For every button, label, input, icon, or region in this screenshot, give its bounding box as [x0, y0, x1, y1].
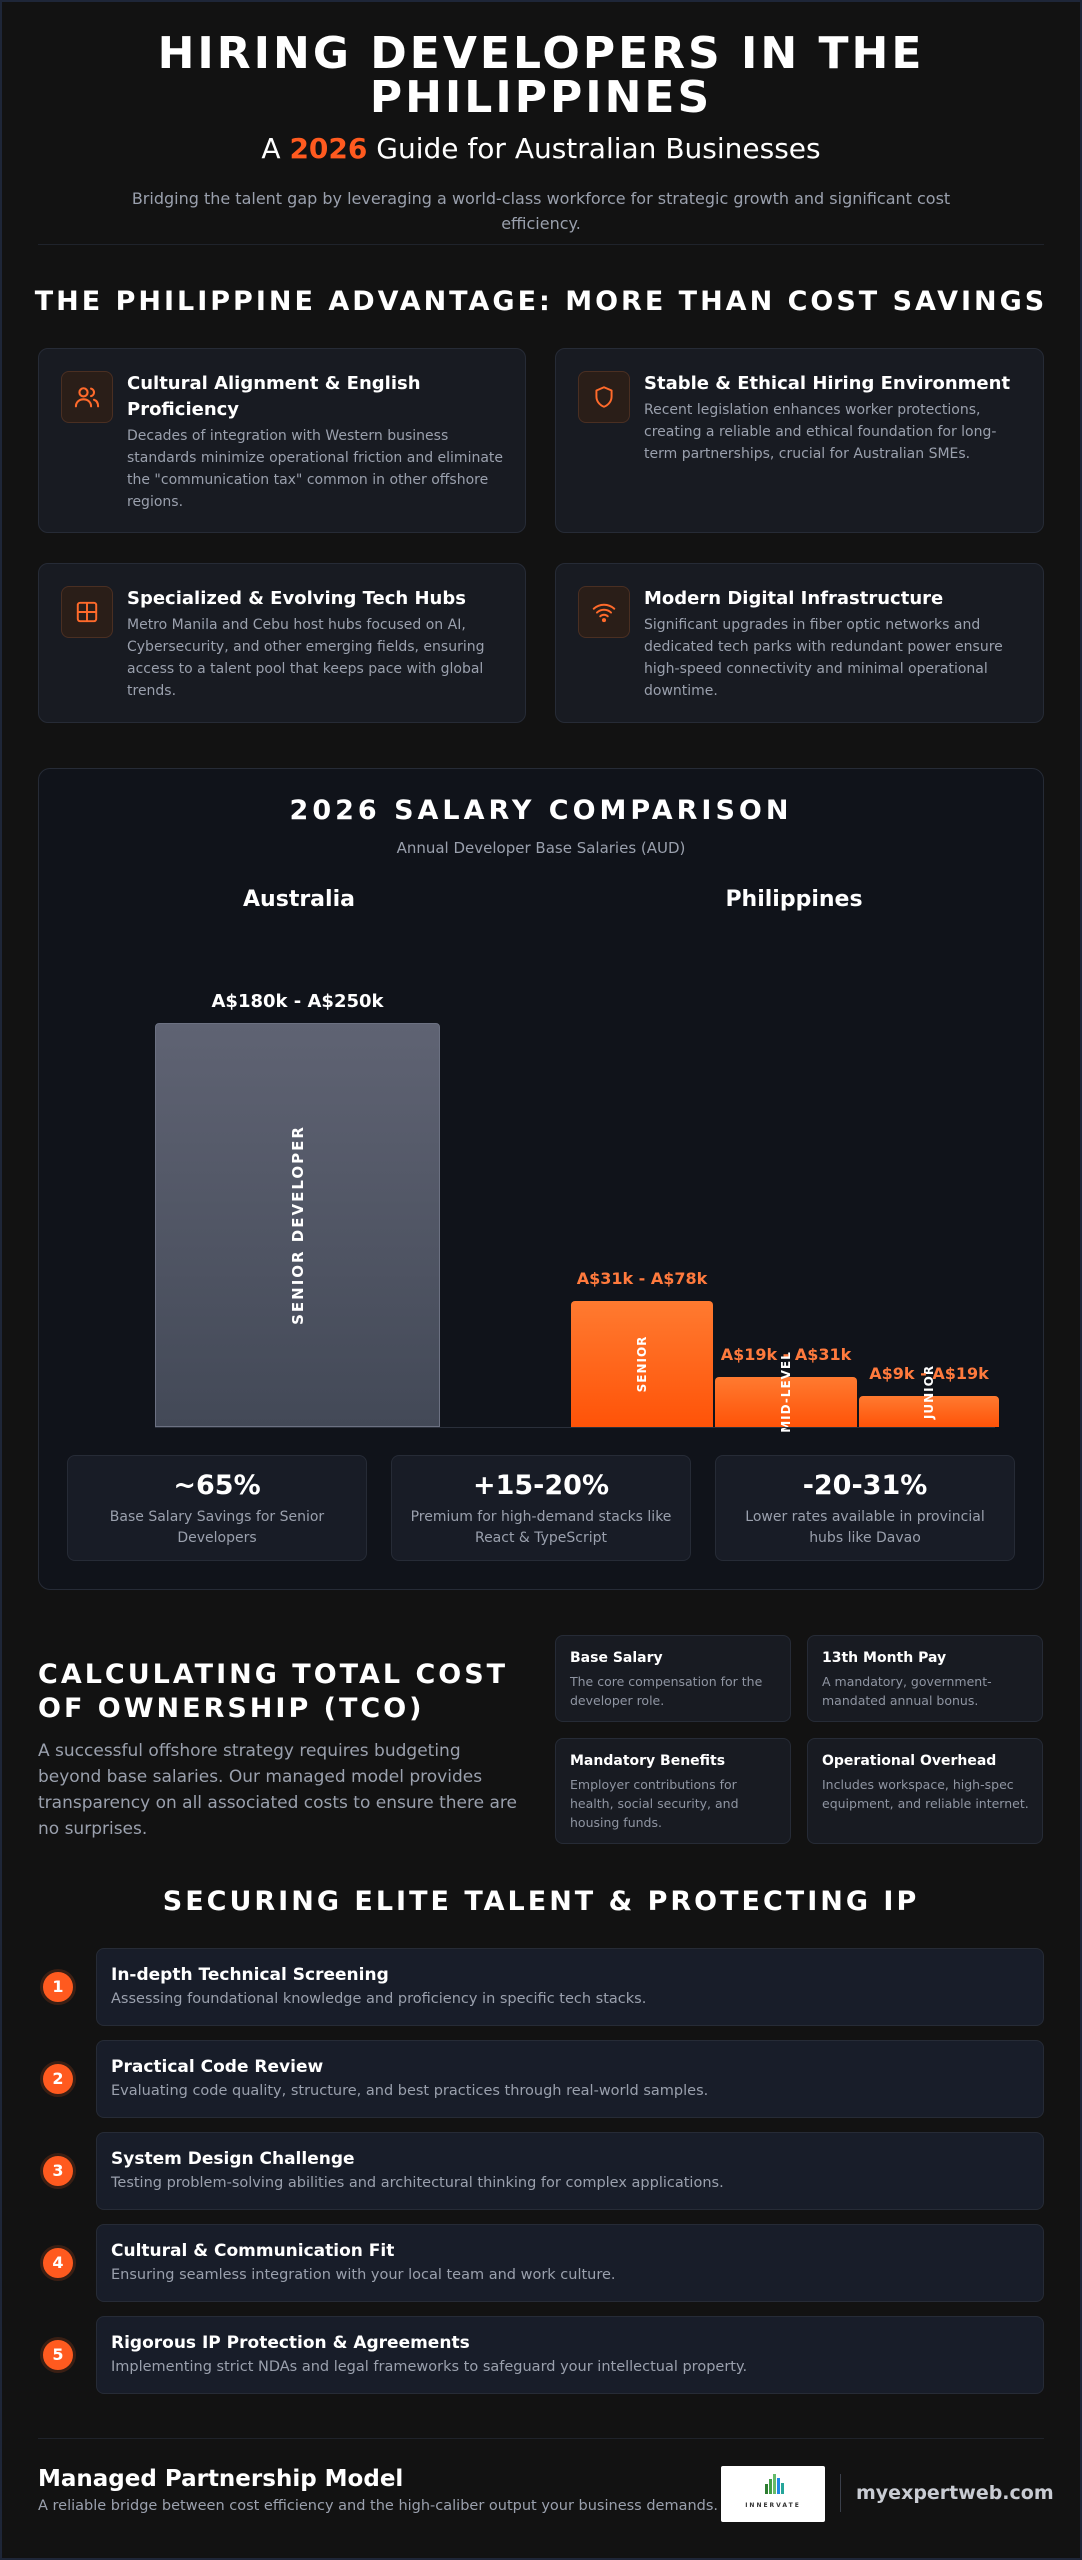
step-card-ip-protection: Rigorous IP Protection & Agreements Impl… [96, 2316, 1044, 2394]
stat-desc: Premium for high-demand stacks like Reac… [410, 1509, 672, 1546]
logo-mark-icon [765, 2474, 784, 2494]
bar-philippines-senior [571, 1301, 713, 1427]
tco-card-base-salary: Base Salary The core compensation for th… [555, 1635, 791, 1722]
talent-title: SECURING ELITE TALENT & PROTECTING IP [162, 1886, 920, 1917]
country-label-philippines: Philippines [725, 887, 863, 912]
tco-card-title: Mandatory Benefits [570, 1753, 726, 1769]
innervate-logo[interactable]: INNERVATE [721, 2466, 825, 2522]
header-lead: Bridging the talent gap by leveraging a … [131, 189, 951, 233]
stat-value: -20-31% [802, 1470, 928, 1501]
tco-card-13th-month: 13th Month Pay A mandatory, government-m… [807, 1635, 1043, 1722]
subtitle-year: 2026 [289, 132, 368, 165]
advantage-card-cultural: Cultural Alignment & English Proficiency… [38, 348, 526, 533]
stat-desc: Base Salary Savings for Senior Developer… [109, 1509, 325, 1546]
tco-card-title: 13th Month Pay [822, 1650, 947, 1666]
stat-value: ~65% [173, 1470, 261, 1501]
bar-philippines-mid-level [715, 1377, 857, 1427]
step-title: Practical Code Review [111, 2057, 324, 2077]
step-desc: Assessing foundational knowledge and pro… [111, 1991, 647, 2007]
advantage-card-tech-hubs: Specialized & Evolving Tech Hubs Metro M… [38, 563, 526, 723]
step-title: Cultural & Communication Fit [111, 2241, 395, 2261]
step-title: In-depth Technical Screening [111, 1965, 389, 1985]
step-number: 5 [40, 2337, 76, 2373]
tco-card-desc: The core compensation for the developer … [570, 1674, 763, 1708]
stat-card-savings: ~65% Base Salary Savings for Senior Deve… [67, 1455, 367, 1561]
stat-desc: Lower rates available in provincial hubs… [745, 1509, 985, 1546]
bar-range-label: A$180k - A$250k [211, 991, 384, 1012]
chart-subtitle: Annual Developer Base Salaries (AUD) [396, 839, 686, 857]
header: HIRING DEVELOPERS IN THE PHILIPPINES A 2… [0, 32, 1082, 236]
tco-body: A successful offshore strategy requires … [38, 1741, 517, 1839]
bar-range-label: A$19k - A$31k [720, 1345, 852, 1364]
tco-card-desc: Includes workspace, high-spec equipment,… [822, 1777, 1029, 1811]
salary-comparison-panel: 2026 SALARY COMPARISON Annual Developer … [38, 768, 1044, 1590]
chart-baseline [155, 1427, 995, 1428]
step-number: 1 [40, 1969, 76, 2005]
divider [38, 244, 1044, 245]
tco-card-operational-overhead: Operational Overhead Includes workspace,… [807, 1738, 1043, 1844]
tco-card-desc: A mandatory, government-mandated annual … [822, 1674, 992, 1708]
bar-label: SENIOR DEVELOPER [288, 1125, 307, 1325]
tco-card-mandatory-benefits: Mandatory Benefits Employer contribution… [555, 1738, 791, 1844]
card-body: Metro Manila and Cebu host hubs focused … [127, 617, 485, 699]
step-number: 2 [40, 2061, 76, 2097]
step-card-code-review: Practical Code Review Evaluating code qu… [96, 2040, 1044, 2118]
step-number: 3 [40, 2153, 76, 2189]
advantage-card-infrastructure: Modern Digital Infrastructure Significan… [555, 563, 1044, 723]
stat-card-provincial: -20-31% Lower rates available in provinc… [715, 1455, 1015, 1561]
card-body: Significant upgrades in fiber optic netw… [644, 617, 1003, 699]
card-title: Stable & Ethical Hiring Environment [644, 373, 1011, 394]
card-title: Modern Digital Infrastructure [644, 588, 944, 609]
chart-title: 2026 SALARY COMPARISON [289, 795, 793, 826]
footer-title: Managed Partnership Model [38, 2466, 404, 2492]
card-title: Specialized & Evolving Tech Hubs [127, 588, 466, 609]
stat-card-premium: +15-20% Premium for high-demand stacks l… [391, 1455, 691, 1561]
logo-text: INNERVATE [745, 2502, 801, 2509]
footer-separator [840, 2474, 841, 2512]
card-body: Recent legislation enhances worker prote… [644, 402, 997, 462]
tco-card-title: Operational Overhead [822, 1753, 997, 1769]
bar-label: SENIOR [635, 1335, 649, 1393]
bar-range-label: A$9k - A$19k [869, 1364, 989, 1383]
step-card-system-design: System Design Challenge Testing problem-… [96, 2132, 1044, 2210]
step-title: Rigorous IP Protection & Agreements [111, 2333, 470, 2353]
step-card-screening: In-depth Technical Screening Assessing f… [96, 1948, 1044, 2026]
step-desc: Ensuring seamless integration with your … [111, 2267, 616, 2283]
footer-subtitle: A reliable bridge between cost efficienc… [38, 2498, 719, 2514]
wifi-icon [578, 586, 630, 638]
step-desc: Evaluating code quality, structure, and … [111, 2083, 709, 2099]
footer-site-link[interactable]: myexpertweb.com [856, 2482, 1054, 2504]
step-title: System Design Challenge [111, 2149, 355, 2169]
card-body: Decades of integration with Western busi… [127, 428, 504, 510]
step-desc: Testing problem-solving abilities and ar… [111, 2175, 724, 2191]
bar-range-label: A$31k - A$78k [576, 1269, 708, 1288]
country-label-australia: Australia [243, 887, 355, 912]
advantage-title: THE PHILIPPINE ADVANTAGE: MORE THAN COST… [34, 286, 1048, 317]
step-number: 4 [40, 2245, 76, 2281]
advantage-card-stable: Stable & Ethical Hiring Environment Rece… [555, 348, 1044, 533]
step-card-cultural-fit: Cultural & Communication Fit Ensuring se… [96, 2224, 1044, 2302]
tco-card-title: Base Salary [570, 1650, 663, 1666]
users-icon [61, 371, 113, 423]
step-desc: Implementing strict NDAs and legal frame… [111, 2359, 748, 2375]
tco-title: CALCULATING TOTAL COST OF OWNERSHIP (TCO… [38, 1659, 509, 1724]
card-title: Cultural Alignment & English Proficiency [127, 373, 421, 420]
grid-icon [61, 586, 113, 638]
divider [38, 2438, 1044, 2439]
bar-philippines-junior [859, 1396, 999, 1427]
bar-australia-senior [155, 1023, 440, 1427]
page-subtitle: A 2026 Guide for Australian Businesses [261, 132, 821, 165]
stat-value: +15-20% [472, 1470, 610, 1501]
page-title: HIRING DEVELOPERS IN THE PHILIPPINES [157, 28, 925, 123]
tco-card-desc: Employer contributions for health, socia… [570, 1777, 739, 1830]
shield-icon [578, 371, 630, 423]
